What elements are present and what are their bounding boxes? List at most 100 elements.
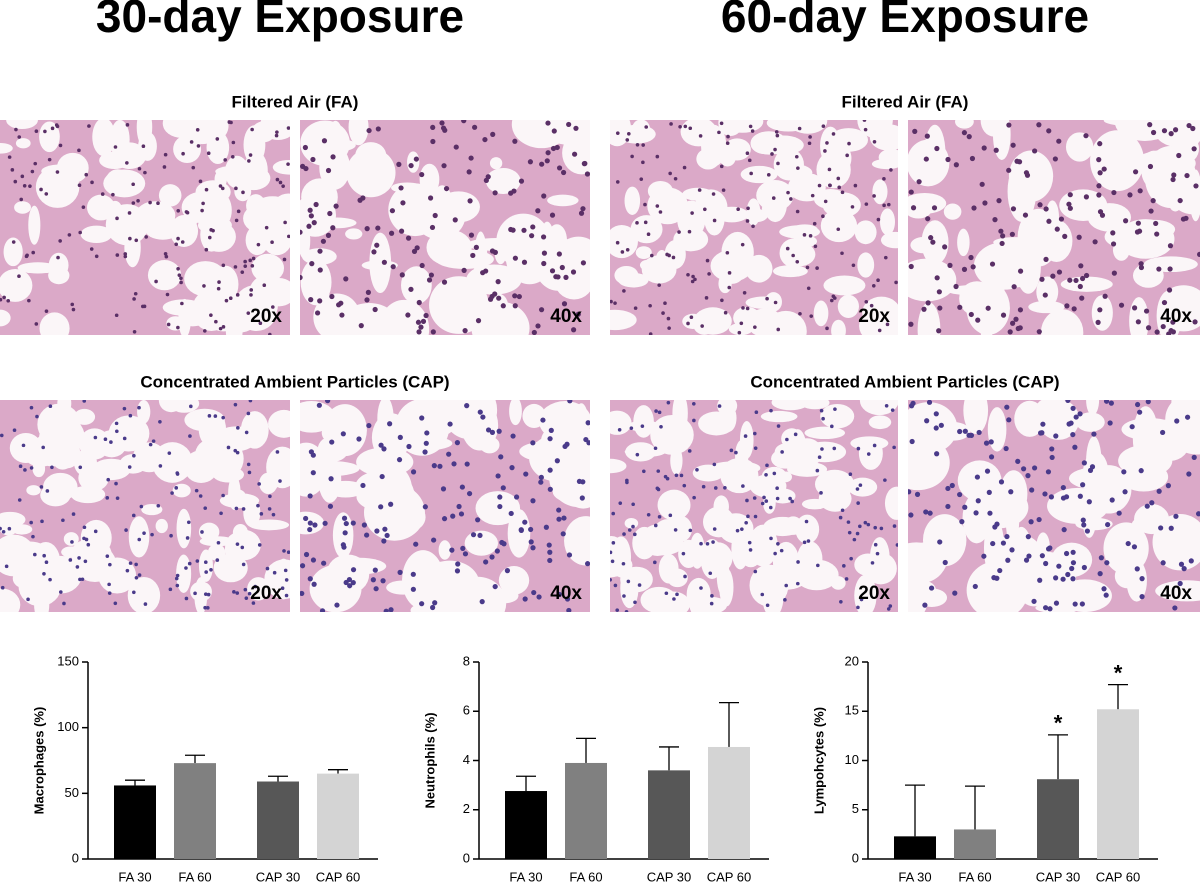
nucleus — [300, 590, 305, 597]
nucleus — [241, 507, 246, 511]
nucleus — [1134, 401, 1141, 408]
nucleus — [274, 133, 279, 138]
nucleus — [1131, 544, 1138, 550]
nucleus — [31, 534, 35, 539]
nucleus — [338, 300, 344, 306]
nucleus — [1043, 206, 1049, 212]
nucleus — [33, 161, 38, 166]
nucleus — [1180, 216, 1187, 222]
nucleus — [1186, 471, 1192, 477]
nucleus — [1101, 586, 1107, 592]
nucleus — [236, 209, 241, 214]
alveolus — [190, 581, 212, 602]
nucleus — [543, 524, 549, 530]
nucleus — [700, 324, 704, 328]
nucleus — [427, 195, 434, 201]
nucleus — [817, 183, 822, 188]
alveolus — [562, 131, 590, 175]
micrograph — [300, 120, 590, 335]
nucleus — [635, 142, 640, 147]
nucleus — [952, 590, 958, 596]
nucleus — [180, 301, 184, 306]
nucleus — [213, 414, 218, 418]
nucleus — [566, 607, 572, 612]
nucleus — [439, 120, 445, 126]
nucleus — [934, 145, 940, 152]
nucleus — [1046, 218, 1052, 224]
nucleus — [654, 409, 658, 413]
nucleus — [657, 515, 662, 519]
nucleus — [124, 528, 128, 532]
nucleus — [231, 140, 236, 145]
nucleus — [284, 578, 289, 582]
nucleus — [283, 220, 287, 225]
nucleus — [106, 477, 111, 482]
nucleus — [847, 530, 852, 535]
nucleus — [125, 161, 129, 165]
nucleus — [642, 469, 646, 474]
nucleus — [677, 230, 681, 234]
alveolus — [162, 120, 201, 138]
nucleus — [247, 159, 251, 163]
nucleus — [514, 494, 520, 500]
nucleus — [203, 605, 207, 610]
nucleus — [156, 503, 161, 508]
nucleus — [77, 183, 82, 188]
nucleus — [776, 424, 781, 428]
nucleus — [1167, 266, 1173, 272]
nucleus — [1095, 319, 1101, 325]
nucleus — [419, 601, 425, 607]
alveolus — [70, 485, 106, 504]
nucleus — [776, 161, 780, 166]
nucleus — [545, 150, 551, 156]
nucleus — [1025, 473, 1031, 479]
bar — [648, 770, 690, 859]
nucleus — [890, 408, 895, 412]
nucleus — [185, 536, 190, 540]
nucleus — [708, 571, 713, 576]
nucleus — [567, 400, 573, 404]
nucleus — [561, 515, 567, 521]
nucleus — [44, 560, 49, 565]
nucleus — [11, 240, 16, 244]
nucleus — [1197, 251, 1200, 258]
nucleus — [477, 532, 483, 539]
nucleus — [234, 506, 239, 511]
nucleus — [727, 285, 732, 290]
nucleus — [547, 486, 553, 492]
alveolus — [858, 253, 873, 265]
nucleus — [1067, 205, 1073, 211]
nucleus — [1070, 549, 1076, 555]
alveolus — [750, 133, 780, 155]
nucleus — [167, 451, 172, 455]
nucleus — [1029, 487, 1035, 493]
alveolus — [804, 426, 846, 440]
nucleus — [727, 271, 732, 275]
nucleus — [631, 502, 635, 507]
nucleus — [1153, 220, 1159, 227]
nucleus — [341, 515, 348, 521]
nucleus — [1017, 325, 1023, 331]
nucleus — [364, 297, 370, 303]
nucleus — [55, 170, 60, 174]
nucleus — [303, 165, 309, 172]
nucleus — [483, 559, 489, 565]
nucleus — [856, 501, 860, 505]
nucleus — [244, 596, 249, 600]
nucleus — [615, 131, 620, 135]
alveolus — [740, 165, 778, 184]
nucleus — [936, 328, 942, 334]
nucleus — [189, 140, 194, 144]
nucleus — [1156, 266, 1162, 272]
nucleus — [976, 429, 982, 436]
alveolus — [243, 125, 266, 165]
alveolus — [0, 511, 26, 528]
nucleus — [508, 510, 514, 517]
alveolus — [868, 415, 892, 430]
nucleus — [1036, 122, 1042, 128]
nucleus — [1083, 272, 1090, 279]
y-axis-label: Macrophages (%) — [31, 707, 46, 815]
nucleus — [137, 573, 142, 577]
nucleus — [47, 157, 52, 162]
alveolus — [610, 458, 627, 474]
